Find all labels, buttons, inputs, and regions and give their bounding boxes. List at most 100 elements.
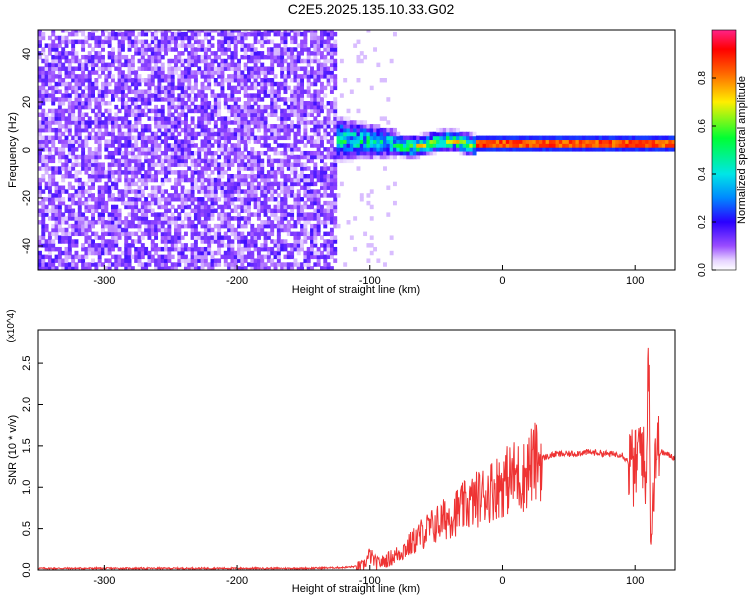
spectrogram-cell: [266, 78, 271, 83]
spectrogram-cell: [160, 131, 165, 137]
spectrogram-cell: [270, 70, 275, 75]
spectrogram-cell: [91, 85, 96, 91]
spectrogram-cell: [276, 193, 281, 198]
spectrogram-cell: [233, 254, 238, 260]
spectrogram-cell: [124, 124, 129, 129]
spectrogram-cell: [127, 31, 132, 37]
spectrogram-cell: [290, 189, 295, 194]
spectrogram-cell: [57, 51, 62, 56]
spectrogram-cell: [323, 43, 328, 48]
spectrogram-cell: [190, 154, 195, 160]
spectrogram-cell: [130, 223, 135, 229]
spectrogram-cell: [38, 189, 42, 194]
spectrogram-cell: [266, 31, 271, 37]
spectrogram-cell: [270, 108, 275, 114]
spectrogram-cell: [81, 139, 86, 144]
spectrogram-cell: [140, 189, 145, 194]
spectrogram-cell: [47, 189, 52, 194]
spectrogram-cell: [283, 31, 288, 37]
spectrogram-cell: [61, 54, 66, 60]
spectrogram-cell: [336, 223, 341, 229]
spectrogram-cell: [140, 101, 145, 106]
spectrogram-cell: [110, 97, 115, 102]
spectrogram-cell: [383, 147, 387, 152]
spectrogram-cell: [323, 189, 328, 194]
spectrogram-cell: [283, 35, 288, 41]
spectrogram-cell: [313, 162, 318, 167]
spectrogram-cell: [505, 135, 510, 141]
spectrogram-cell: [253, 139, 258, 144]
spectrogram-cell: [237, 31, 241, 37]
spectrogram-cell: [164, 116, 168, 121]
spectrogram-cell: [273, 150, 278, 156]
spectrogram-cell: [94, 58, 99, 64]
spectrogram-cell: [323, 62, 328, 68]
spectrogram-cell: [81, 227, 86, 233]
spectrogram-cell: [230, 258, 235, 263]
spectrogram-cell: [54, 223, 59, 229]
spectrogram-cell: [41, 127, 46, 133]
spectrogram-cell: [180, 101, 185, 106]
spectrogram-cell: [167, 135, 172, 141]
spectrogram-cell: [41, 116, 46, 121]
spectrogram-cell: [369, 124, 374, 129]
spectrogram-cell: [396, 135, 401, 141]
spectrogram-cell: [310, 112, 314, 117]
spectrogram-cell: [247, 200, 251, 206]
spectrogram-cell: [101, 200, 105, 206]
spectrogram-cell: [160, 239, 165, 244]
spectrogram-cell: [310, 266, 314, 270]
spectrogram-cell: [190, 158, 195, 164]
spectrogram-cell: [144, 185, 149, 190]
spectrogram-cell: [671, 135, 675, 141]
spectrogram-cell: [91, 223, 96, 229]
spectrogram-cell: [180, 43, 185, 48]
spectrogram-cell: [57, 166, 62, 171]
spectrogram-cell: [310, 70, 314, 75]
spectrogram-cell: [333, 81, 338, 87]
spectrogram-cell: [273, 243, 278, 248]
spectrogram-cell: [124, 147, 129, 152]
spectrogram-cell: [120, 54, 125, 60]
spectrogram-cell: [605, 143, 610, 148]
spectrogram-cell: [110, 135, 115, 141]
spectrogram-cell: [220, 131, 225, 137]
spectrogram-cell: [144, 104, 149, 110]
spectrogram-cell: [223, 97, 228, 102]
spectrogram-cell: [300, 108, 305, 114]
spectrogram-cell: [104, 147, 109, 152]
spectrogram-cell: [44, 58, 49, 64]
spectrogram-cell: [74, 223, 79, 229]
spectrogram-cell: [124, 131, 129, 137]
spectrogram-cell: [157, 97, 162, 102]
spectrogram-cell: [84, 93, 89, 98]
spectrogram-cell: [167, 216, 172, 221]
spectrogram-cell: [120, 250, 125, 256]
spectrogram-cell: [243, 246, 248, 252]
spectrogram-cell: [120, 170, 125, 175]
spectrogram-cell: [631, 139, 636, 144]
spectrogram-cell: [250, 30, 255, 33]
spectrogram-cell: [230, 266, 235, 270]
spectrogram-cell: [61, 150, 66, 156]
spectrogram-cell: [320, 254, 324, 260]
spectrogram-cell: [57, 235, 62, 240]
spectrogram-cell: [256, 235, 261, 240]
spectrogram-cell: [104, 239, 109, 244]
spectrogram-cell: [247, 189, 251, 194]
spectrogram-cell: [207, 85, 212, 91]
spectrogram-cell: [207, 120, 212, 125]
spectrogram-cell: [97, 139, 102, 144]
spectrogram-cell: [104, 74, 109, 79]
spectrogram-cell: [213, 197, 218, 202]
spectrogram-cell: [190, 262, 195, 267]
spectrogram-cell: [260, 208, 265, 213]
spectrogram-cell: [376, 62, 381, 68]
spectrogram-cell: [462, 135, 467, 141]
spectrogram-cell: [44, 62, 49, 68]
spectrogram-cell: [558, 143, 563, 148]
spectrogram-cell: [94, 162, 99, 167]
spectrogram-cell: [310, 35, 314, 41]
spectrogram-cell: [154, 39, 159, 45]
spectrogram-cell: [97, 127, 102, 133]
